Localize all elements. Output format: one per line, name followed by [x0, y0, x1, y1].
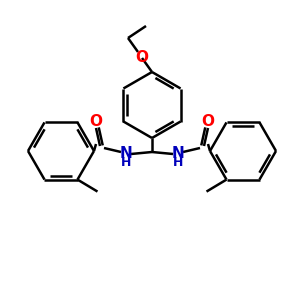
- Text: H: H: [121, 157, 131, 169]
- Text: N: N: [120, 146, 132, 160]
- Text: N: N: [172, 146, 184, 160]
- Text: O: O: [202, 113, 214, 128]
- Text: H: H: [173, 157, 183, 169]
- Text: O: O: [136, 50, 148, 65]
- Text: O: O: [89, 113, 103, 128]
